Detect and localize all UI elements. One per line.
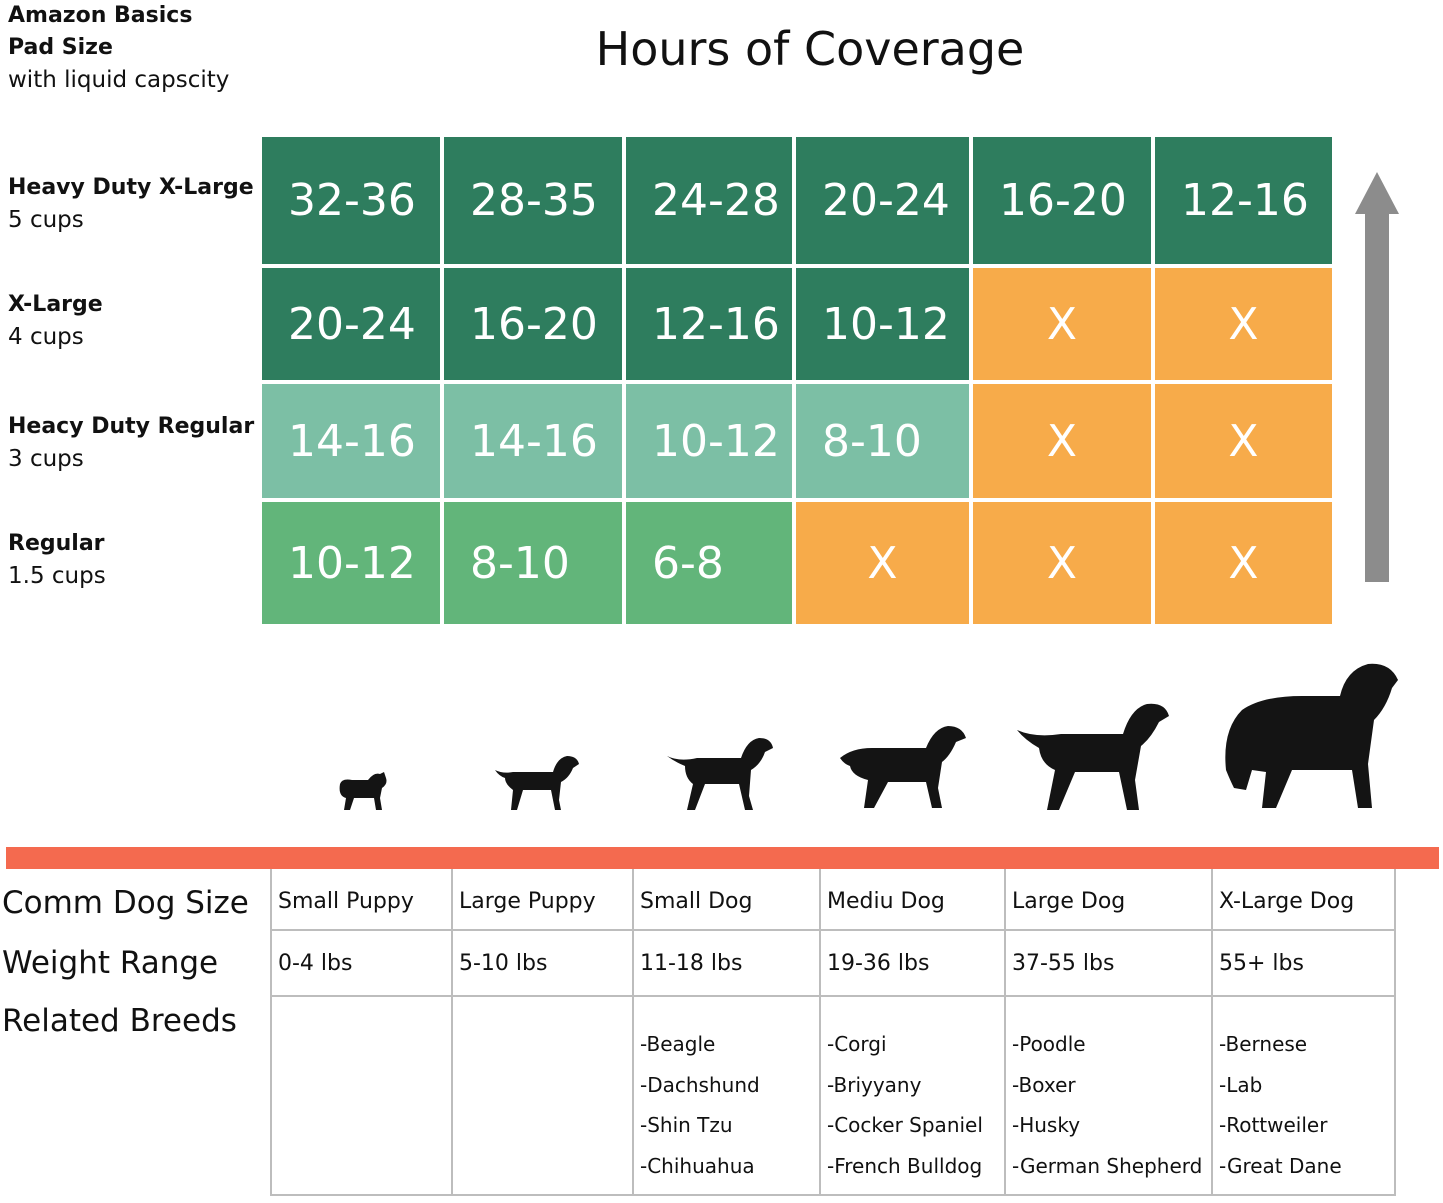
breeds-list: -Beagle -Dachshund -Shin Tzu -Chihuahua xyxy=(634,1024,821,1186)
pad-capacity: 4 cups xyxy=(8,324,84,350)
pad-size-header: Amazon Basics Pad Size with liquid capsc… xyxy=(8,0,229,96)
dog-size-cell: X-Large Dog xyxy=(1213,869,1394,931)
x-large-dog-icon xyxy=(1225,663,1398,808)
pad-name: Regular xyxy=(8,531,105,556)
pad-capacity: 3 cups xyxy=(8,446,84,472)
coverage-cell: 24-28 xyxy=(626,137,796,268)
breed-item: -Dachshund xyxy=(640,1072,760,1097)
coverage-cell: 14-16 xyxy=(444,384,626,502)
breed-item: -Great Dane xyxy=(1219,1153,1342,1178)
weight-cell: 37-55 lbs xyxy=(1006,931,1213,997)
row-label-regular: Regular 1.5 cups xyxy=(8,528,106,592)
related-breeds-row-label: Related Breeds xyxy=(2,1003,237,1039)
coverage-cell: 12-16 xyxy=(1155,137,1332,268)
table-column: X-Large Dog 55+ lbs -Bernese -Lab -Rottw… xyxy=(1211,869,1396,1196)
breed-item: -Chihuahua xyxy=(640,1153,755,1178)
row-label-heavy-duty-xl: Heavy Duty X-Large 5 cups xyxy=(8,172,254,236)
not-applicable-cell: X xyxy=(1155,384,1332,502)
table-column: Large Dog 37-55 lbs -Poodle -Boxer -Husk… xyxy=(1004,869,1213,1196)
pad-capacity: 1.5 cups xyxy=(8,563,106,589)
weight-cell: 0-4 lbs xyxy=(272,931,452,997)
breed-item: -Poodle xyxy=(1012,1032,1086,1056)
capacity-label: with liquid capscity xyxy=(8,67,230,93)
dog-size-cell: Small Dog xyxy=(634,869,821,931)
dog-size-cell: Mediu Dog xyxy=(821,869,1006,931)
coverage-cell: 32-36 xyxy=(262,137,444,268)
coverage-cell: 6-8 xyxy=(626,502,796,624)
dog-size-cell: Small Puppy xyxy=(272,869,452,931)
row-label-heavy-duty-regular: Heacy Duty Regular 3 cups xyxy=(8,411,254,475)
table-column: Mediu Dog 19-36 lbs -Corgi -Briyyany -Co… xyxy=(819,869,1006,1196)
not-applicable-cell: X xyxy=(973,502,1155,624)
coverage-cell: 16-20 xyxy=(973,137,1155,268)
breed-item: -Beagle xyxy=(640,1032,716,1056)
dog-size-cell: Large Dog xyxy=(1006,869,1213,931)
coverage-cell: 14-16 xyxy=(262,384,444,502)
dog-size-table: Small Puppy 0-4 lbs Large Puppy 5-10 lbs… xyxy=(270,869,1396,1196)
breed-item: -Shin Tzu xyxy=(640,1113,733,1137)
small-puppy-dog-icon xyxy=(339,772,387,810)
not-applicable-cell: X xyxy=(973,268,1155,384)
coverage-cell: 8-10 xyxy=(796,384,973,502)
pad-name: Heacy Duty Regular xyxy=(8,414,255,439)
coverage-cell: 20-24 xyxy=(796,137,973,268)
breed-item: -Lab xyxy=(1219,1072,1263,1097)
not-applicable-cell: X xyxy=(1155,502,1332,624)
coverage-cell: 12-16 xyxy=(626,268,796,384)
brand-label: Amazon Basics xyxy=(8,3,193,28)
breed-item: -Corgi xyxy=(827,1032,887,1056)
table-bottom-border xyxy=(270,1194,1396,1196)
coverage-cell: 10-12 xyxy=(262,502,444,624)
breed-item: -Rottweiler xyxy=(1219,1113,1328,1137)
chart-title: Hours of Coverage xyxy=(595,22,1025,76)
coverage-grid: 32-36 28-35 24-28 20-24 16-20 12-16 20-2… xyxy=(262,137,1332,624)
medium-dog-icon xyxy=(840,726,966,808)
breed-item: -French Bulldog xyxy=(827,1153,983,1178)
pad-size-label: Pad Size xyxy=(8,35,113,60)
not-applicable-cell: X xyxy=(796,502,973,624)
large-puppy-dog-icon xyxy=(495,756,579,810)
table-column: Large Puppy 5-10 lbs xyxy=(451,869,634,1196)
row-label-xl: X-Large 4 cups xyxy=(8,289,103,353)
section-divider xyxy=(6,847,1439,869)
weight-cell: 19-36 lbs xyxy=(821,931,1006,997)
not-applicable-cell: X xyxy=(1155,268,1332,384)
breed-item: -Boxer xyxy=(1012,1072,1076,1097)
coverage-cell: 10-12 xyxy=(796,268,973,384)
weight-cell: 55+ lbs xyxy=(1213,931,1394,997)
breed-item: -Cocker Spaniel xyxy=(827,1113,983,1137)
table-column: Small Puppy 0-4 lbs xyxy=(270,869,452,1196)
pad-name: Heavy Duty X-Large xyxy=(8,175,254,200)
coverage-cell: 16-20 xyxy=(444,268,626,384)
weight-cell: 5-10 lbs xyxy=(453,931,634,997)
coverage-cell: 10-12 xyxy=(626,384,796,502)
large-dog-icon xyxy=(1017,703,1169,810)
weight-range-row-label: Weight Range xyxy=(2,945,219,981)
dog-size-cell: Large Puppy xyxy=(453,869,634,931)
pad-capacity: 5 cups xyxy=(8,207,84,233)
coverage-cell: 28-35 xyxy=(444,137,626,268)
pad-name: X-Large xyxy=(8,292,103,317)
coverage-cell: 20-24 xyxy=(262,268,444,384)
weight-cell: 11-18 lbs xyxy=(634,931,821,997)
arrow-up-icon xyxy=(1355,172,1399,582)
breeds-list: -Poodle -Boxer -Husky -German Shepherd xyxy=(1006,1024,1213,1186)
table-column: Small Dog 11-18 lbs -Beagle -Dachshund -… xyxy=(632,869,821,1196)
breeds-list: -Bernese -Lab -Rottweiler -Great Dane xyxy=(1213,1024,1394,1186)
breed-item: -Briyyany xyxy=(827,1072,922,1097)
breeds-list: -Corgi -Briyyany -Cocker Spaniel -French… xyxy=(821,1024,1006,1186)
small-dog-icon xyxy=(667,738,773,810)
not-applicable-cell: X xyxy=(973,384,1155,502)
coverage-cell: 8-10 xyxy=(444,502,626,624)
breed-item: -German Shepherd xyxy=(1012,1153,1203,1178)
breed-item: -Husky xyxy=(1012,1113,1081,1137)
breed-item: -Bernese xyxy=(1219,1032,1308,1056)
dog-size-row-label: Comm Dog Size xyxy=(2,885,249,921)
